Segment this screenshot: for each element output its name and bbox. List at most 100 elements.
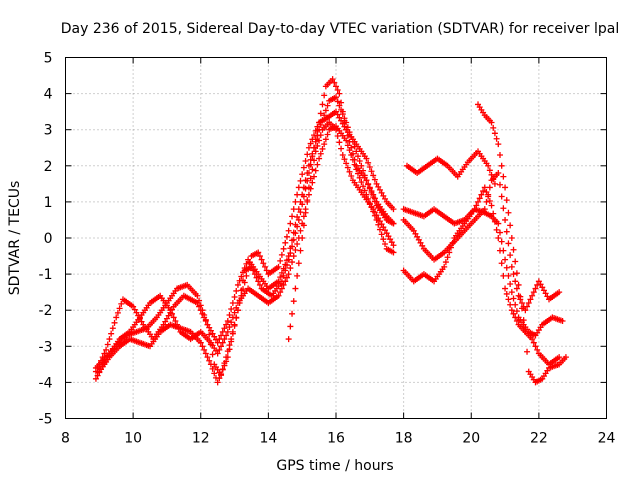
data-point: [292, 285, 299, 292]
data-point: [490, 210, 497, 217]
data-point: [289, 243, 296, 250]
data-point: [311, 157, 318, 164]
data-point: [333, 94, 339, 101]
data-point: [263, 267, 270, 274]
data-point: [385, 233, 392, 240]
data-point: [365, 180, 372, 187]
data-point: [287, 250, 294, 257]
data-point: [503, 228, 510, 235]
data-point: [559, 318, 566, 325]
data-point: [218, 370, 225, 377]
data-point: [343, 160, 350, 167]
data-point: [496, 247, 503, 254]
data-point: [496, 151, 503, 158]
data-point: [223, 332, 230, 339]
data-point: [485, 162, 492, 169]
data-point: [370, 172, 377, 179]
data-point: [532, 285, 539, 292]
data-point: [505, 272, 512, 279]
data-point: [277, 257, 284, 264]
data-point: [480, 188, 487, 195]
data-point: [197, 302, 204, 309]
data-point: [307, 140, 314, 147]
data-point: [201, 346, 208, 353]
data-point: [339, 151, 346, 158]
data-point: [378, 231, 385, 238]
data-point: [491, 218, 498, 225]
data-point: [562, 354, 569, 361]
data-point: [283, 233, 290, 240]
data-point: [219, 339, 226, 346]
data-point: [544, 293, 551, 300]
data-point: [530, 289, 537, 296]
data-point: [486, 197, 493, 204]
data-point: [304, 151, 311, 158]
data-point: [481, 206, 488, 213]
data-point: [246, 259, 253, 266]
data-point: [442, 259, 449, 266]
data-point: [304, 197, 311, 204]
data-point: [556, 354, 563, 361]
data-point: [496, 229, 503, 236]
data-point: [275, 292, 282, 299]
data-point: [537, 281, 544, 288]
data-point: [299, 201, 306, 208]
data-point: [316, 137, 323, 144]
data-point: [253, 274, 260, 281]
data-point: [390, 249, 397, 256]
data-point: [348, 173, 355, 180]
data-point: [260, 260, 267, 267]
data-point: [300, 213, 307, 220]
data-point: [524, 348, 531, 355]
data-point: [444, 254, 451, 261]
data-point: [289, 259, 296, 266]
data-point: [349, 150, 356, 157]
data-point: [256, 253, 263, 260]
data-point: [373, 212, 380, 219]
data-point: [520, 317, 527, 324]
data-point: [282, 239, 289, 246]
data-point: [234, 307, 241, 314]
y-tick-label: -5: [39, 412, 53, 428]
data-point: [307, 161, 314, 168]
data-point: [502, 184, 509, 191]
data-point: [312, 148, 319, 155]
data-point: [376, 218, 383, 225]
data-point: [211, 333, 218, 340]
data-point: [292, 198, 299, 205]
data-point: [226, 346, 233, 353]
data-point: [280, 281, 287, 288]
data-point: [508, 235, 515, 241]
data-point: [498, 238, 505, 245]
data-point: [163, 315, 170, 322]
data-point: [507, 222, 514, 229]
data-point: [449, 239, 456, 246]
data-point: [365, 159, 372, 166]
data-point: [493, 226, 500, 233]
y-tick-label: -1: [39, 267, 53, 283]
data-point: [376, 226, 383, 233]
data-point: [498, 260, 505, 267]
data-point: [250, 267, 257, 274]
data-point: [295, 216, 302, 223]
data-point: [103, 346, 110, 353]
data-point: [307, 175, 314, 182]
data-point: [496, 181, 503, 188]
x-tick-label: 20: [462, 431, 480, 447]
data-point: [204, 321, 211, 328]
data-point: [471, 206, 478, 213]
data-point: [512, 258, 519, 265]
data-point: [512, 301, 519, 308]
data-point: [488, 171, 495, 178]
data-point: [331, 79, 338, 86]
data-point: [513, 318, 520, 325]
data-point: [109, 325, 116, 332]
data-point: [292, 230, 299, 237]
data-point: [344, 164, 351, 171]
data-point: [165, 312, 172, 319]
data-point: [483, 198, 490, 205]
data-point: [305, 170, 312, 177]
data-point: [518, 299, 525, 306]
data-point: [240, 277, 247, 284]
data-point: [104, 341, 111, 348]
